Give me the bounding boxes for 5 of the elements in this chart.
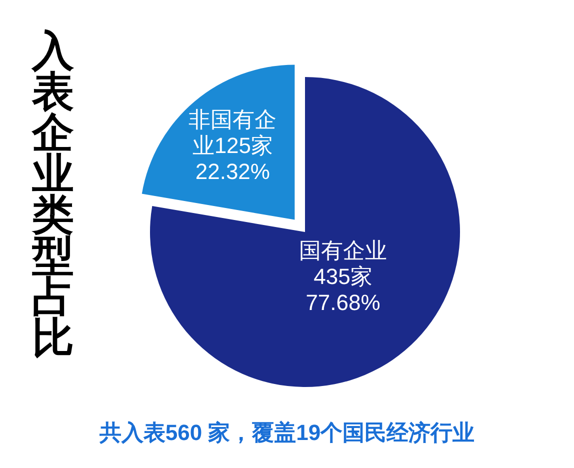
slice-label: 国有企业 — [299, 238, 387, 263]
slice-label: 非国有企业125家 22.32% — [188, 107, 278, 186]
text: 共入表560 家，覆盖19个国民经济行业 — [98, 419, 476, 447]
text: 入表企业类型占比 — [30, 27, 75, 361]
data-label: 435家 77.68% — [304, 264, 382, 316]
